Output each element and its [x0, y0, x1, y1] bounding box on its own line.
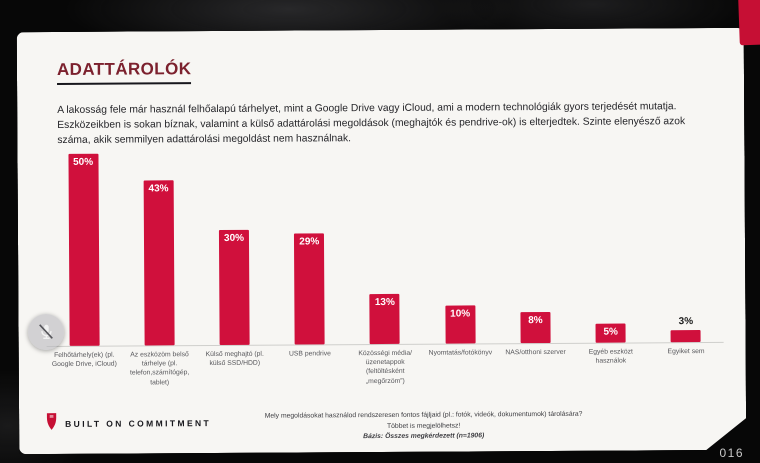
bars-row: 50% 43% 30% 29% 13% 10% 8% 5% 3%: [45, 146, 723, 347]
slide-footer: BUILT ON COMMITMENT Mely megoldásokat ha…: [45, 410, 636, 445]
slide-page-number: 016: [719, 446, 744, 460]
bar-value-label: 10%: [450, 308, 471, 320]
brand-logo-icon: [45, 413, 58, 435]
bar: 8%: [520, 312, 550, 343]
bar: 43%: [143, 180, 174, 345]
bar-column: 50%: [45, 150, 121, 346]
bar-column: 10%: [422, 147, 498, 343]
bar: 30%: [219, 230, 250, 345]
bar-category-label: USB pendrive: [288, 350, 331, 358]
bar-value-label: 8%: [528, 315, 543, 327]
bar-category-label: Közösségi média/üzenetappok (feltöltéské…: [358, 349, 413, 385]
categories-row: Felhőtárhely(ek) (pl. Google Drive, iClo…: [47, 347, 724, 388]
slide-title: ADATTÁROLÓK: [57, 59, 192, 85]
bar-value-label: 3%: [678, 316, 694, 328]
bar-category-label: Külső meghajtó (pl. külső SSD/HDD): [205, 350, 264, 368]
bar: 10%: [445, 305, 475, 343]
bar-category-label: NAS/otthoni szerver: [505, 348, 566, 357]
survey-base: Bázis: Összes megkérdezett (n=1906): [363, 432, 485, 441]
bar: 29%: [294, 233, 325, 344]
bar-column: 29%: [271, 148, 347, 344]
slide-body-text: A lakosság fele már használ felhőalapú t…: [57, 101, 686, 146]
bar-value-label: 13%: [374, 296, 395, 309]
bar: 50%: [68, 154, 99, 346]
bar-category-label: Egyiket sem: [667, 348, 705, 356]
bar: 13%: [370, 294, 400, 344]
bar-column: 13%: [346, 148, 422, 344]
bar-value-label: 30%: [223, 232, 245, 244]
slide-red-corner-accent: [738, 0, 760, 46]
bar-column: 8%: [497, 147, 573, 343]
bar-category-label: Egyéb eszközt használok: [588, 348, 633, 365]
bar-category-label: Felhőtárhely(ek) (pl. Google Drive, iClo…: [51, 351, 117, 369]
bar-value-label: 50%: [73, 156, 94, 168]
bar-column: 3%: [647, 146, 723, 342]
bar: [671, 330, 701, 342]
bar-value-label: 5%: [603, 326, 618, 338]
mic-muted-icon[interactable]: [28, 314, 64, 350]
bar-column: 5%: [572, 146, 648, 342]
presentation-slide: ADATTÁROLÓK A lakosság fele már használ …: [17, 28, 747, 454]
bar-value-label: 43%: [148, 183, 169, 195]
bar-column: 43%: [121, 149, 197, 345]
bar: 5%: [596, 324, 626, 343]
bar-column: 30%: [196, 149, 272, 345]
bar-chart: 50% 43% 30% 29% 13% 10% 8% 5% 3% Felhőtárhely(ek…: [45, 146, 723, 388]
bar-category-label: Nyomtatás/fotókönyv: [428, 349, 493, 357]
bar-category-label: Az eszközöm belső tárhelye (pl. telefon,…: [129, 351, 190, 386]
brand-text: BUILT ON COMMITMENT: [65, 418, 212, 430]
footnotes: Mely megoldásokat használod rendszeresen…: [211, 410, 636, 444]
brand: BUILT ON COMMITMENT: [45, 412, 211, 435]
bar-value-label: 29%: [299, 236, 320, 248]
